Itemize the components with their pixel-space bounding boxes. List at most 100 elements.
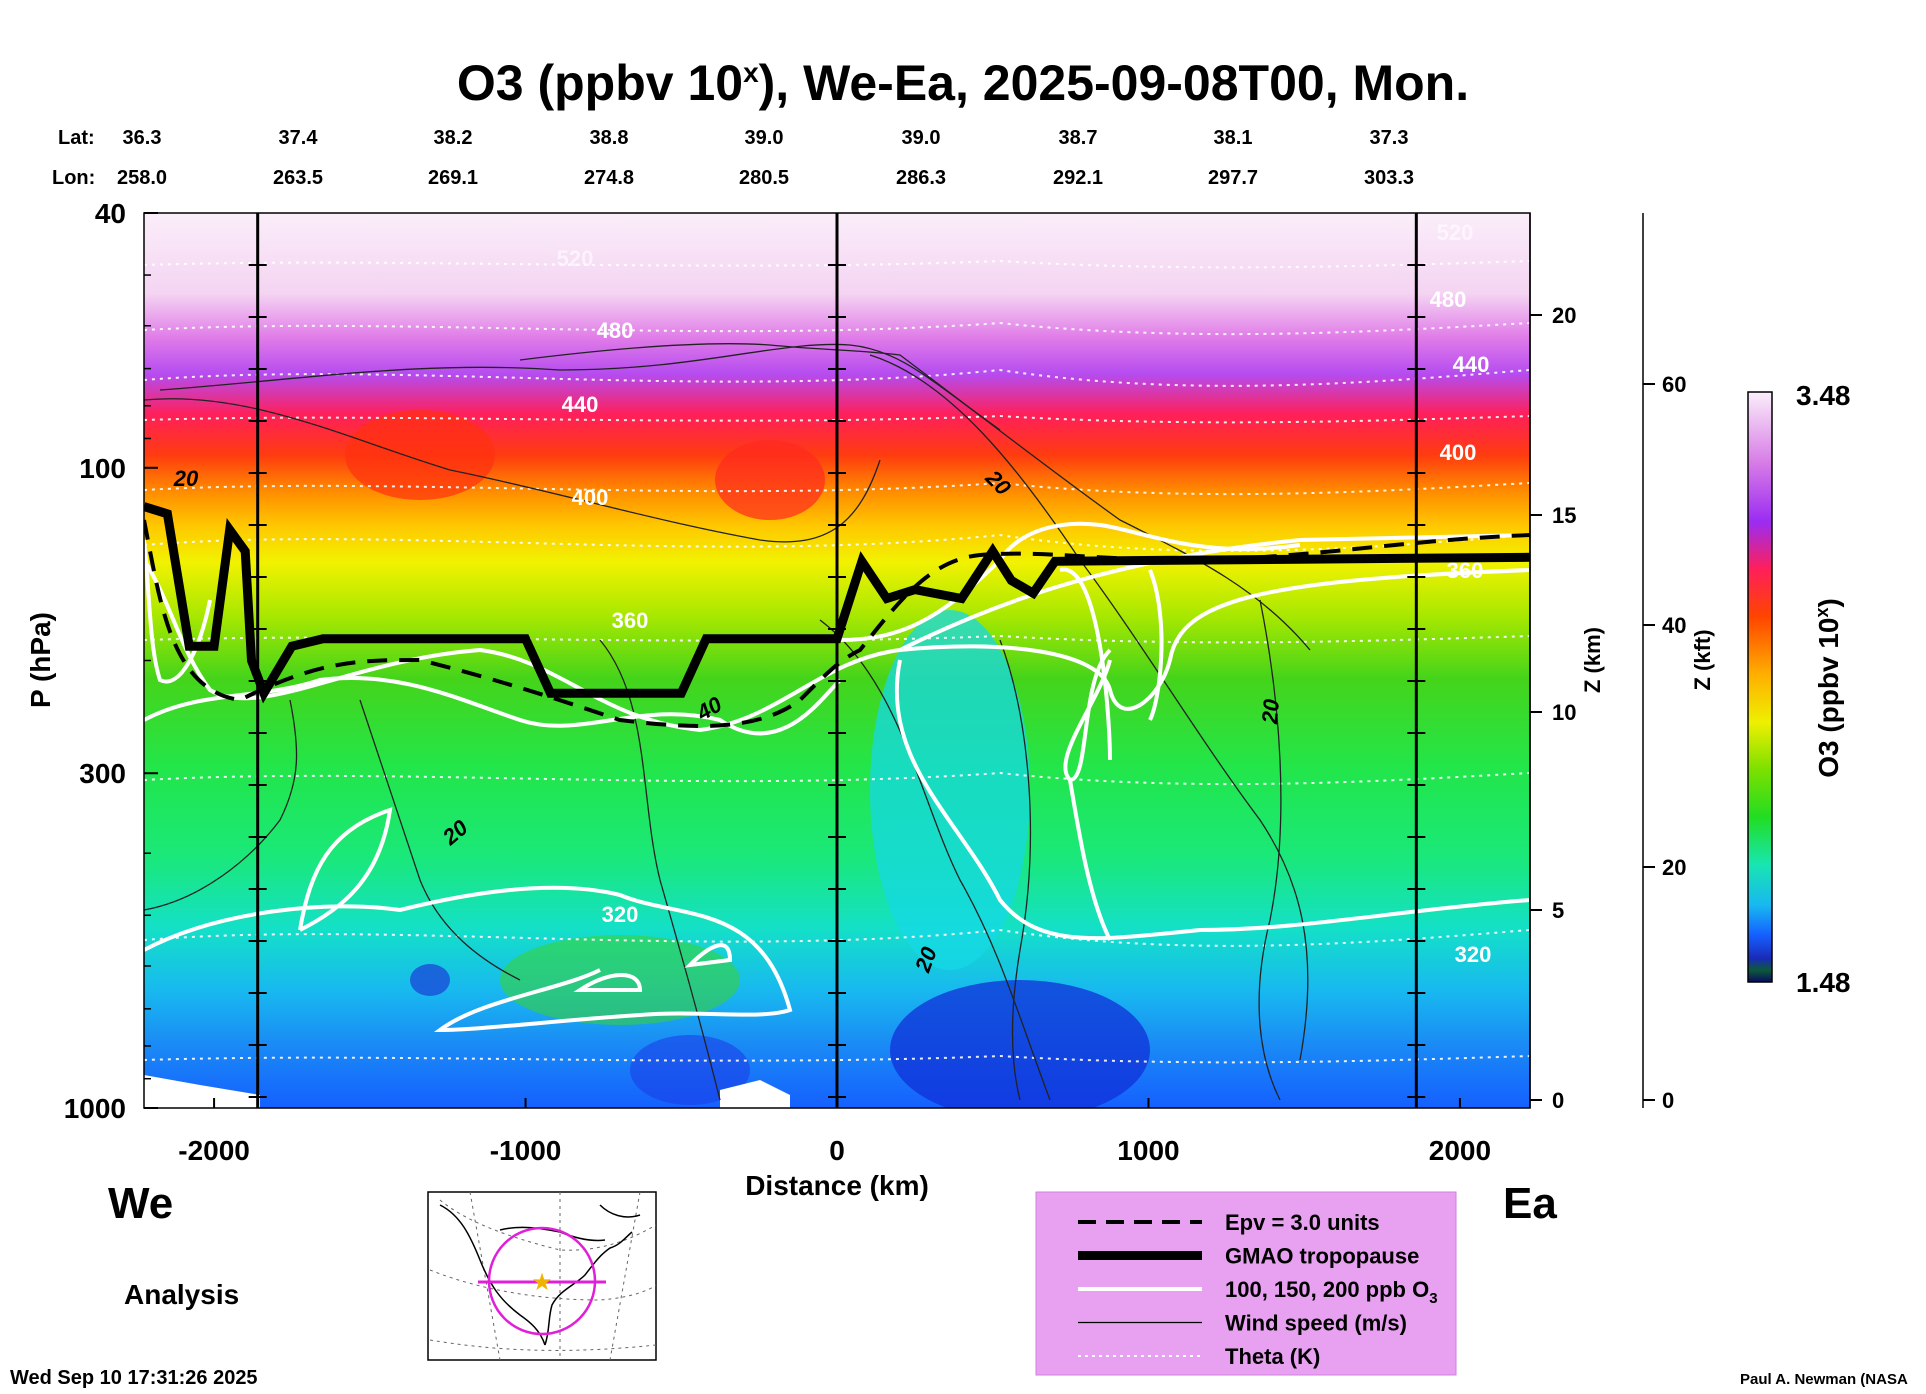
o3-contour xyxy=(684,943,733,968)
legend-label: Epv = 3.0 units xyxy=(1225,1210,1380,1235)
lon-value: 274.8 xyxy=(584,167,634,189)
theta-label: 520 xyxy=(1437,220,1474,245)
wind-line xyxy=(144,398,881,543)
o3-blob xyxy=(715,440,825,520)
west-label: We xyxy=(108,1179,173,1228)
wind-line xyxy=(869,354,1309,1061)
lat-value: 39.0 xyxy=(902,127,941,149)
lon-value: 297.7 xyxy=(1208,167,1258,189)
theta-line xyxy=(144,1054,1530,1064)
o3-contour xyxy=(573,973,643,992)
o3-contour xyxy=(144,533,1530,733)
o3-contour xyxy=(894,659,1530,941)
o3-blob xyxy=(630,1035,750,1105)
y-axis-ticks: 40 100 300 1000 xyxy=(64,198,158,1124)
theta-label: 400 xyxy=(1440,440,1477,465)
x-tick-label: -1000 xyxy=(490,1135,562,1166)
lat-label: Lat: xyxy=(58,127,95,149)
legend-label: GMAO tropopause xyxy=(1225,1244,1419,1269)
section-markers xyxy=(248,213,1426,1108)
theta-line xyxy=(144,481,1530,496)
x-axis-ticks: -2000 -1000 0 1000 2000 xyxy=(178,1098,1491,1166)
z-kft-tick-label: 60 xyxy=(1662,372,1686,397)
y-tick-label: 100 xyxy=(79,453,126,484)
theta-line xyxy=(144,928,1530,947)
lon-value: 280.5 xyxy=(739,167,789,189)
y-tick-label: 40 xyxy=(95,198,126,229)
wind-label: 20 xyxy=(173,466,199,491)
tropopause-line xyxy=(144,502,1530,704)
o3-contour xyxy=(1059,567,1112,761)
lon-value: 263.5 xyxy=(273,167,323,189)
wind-line xyxy=(599,639,721,1101)
map-coastline xyxy=(439,1204,641,1346)
theta-label: 400 xyxy=(572,485,609,510)
analysis-label: Analysis xyxy=(124,1279,239,1310)
o3-blob xyxy=(410,964,450,996)
o3-contour xyxy=(298,807,393,932)
z-kft-tick-label: 40 xyxy=(1662,613,1686,638)
z-km-tick-label: 10 xyxy=(1552,700,1576,725)
z-km-tick-label: 15 xyxy=(1552,503,1576,528)
theta-line xyxy=(144,368,1530,387)
lon-label: Lon: xyxy=(52,167,95,189)
colorbar-min: 1.48 xyxy=(1796,967,1851,998)
plot-area: 5205204804804404404004003603603203204020… xyxy=(144,213,1530,1108)
y-axis-label: P (hPa) xyxy=(25,612,56,708)
wind-line xyxy=(359,699,521,981)
legend-label: Wind speed (m/s) xyxy=(1225,1311,1407,1336)
lat-value: 38.1 xyxy=(1214,127,1253,149)
credit: Paul A. Newman (NASA xyxy=(1740,1371,1908,1388)
lat-lon-header: Lat: Lon: 36.3 37.4 38.2 38.8 39.0 39.0 38.7 38.1… xyxy=(52,127,1414,189)
o3-contour xyxy=(1063,648,1112,941)
theta-label: 440 xyxy=(562,392,599,417)
x-tick-label: -2000 xyxy=(178,1135,250,1166)
wind-line xyxy=(144,699,298,911)
z-kft-label: Z (kft) xyxy=(1690,629,1715,690)
lon-value: 303.3 xyxy=(1364,167,1414,189)
theta-label: 520 xyxy=(557,246,594,271)
terrain-mask xyxy=(720,1080,790,1108)
wind-line xyxy=(819,619,1051,1101)
lat-value: 37.3 xyxy=(1370,127,1409,149)
chart-title: O3 (ppbv 10x), We-Ea, 2025-09-08T00, Mon… xyxy=(457,55,1469,111)
wind-line xyxy=(1258,599,1282,1101)
z-km-tick-label: 20 xyxy=(1552,303,1576,328)
map-gridline xyxy=(429,1269,657,1301)
o3-contour xyxy=(144,885,793,1033)
theta-label: 360 xyxy=(1447,558,1484,583)
lat-value: 38.7 xyxy=(1059,127,1098,149)
theta-label: 320 xyxy=(1455,942,1492,967)
o3-contours xyxy=(144,521,1530,1033)
theta-label: 360 xyxy=(612,608,649,633)
colorbar xyxy=(1747,391,1773,983)
colorbar-max: 3.48 xyxy=(1796,380,1851,411)
o3-contour xyxy=(839,521,1301,642)
theta-label: 440 xyxy=(1453,352,1490,377)
z-kft-axis: 0 20 40 60 xyxy=(1642,213,1686,1113)
x-tick-label: 0 xyxy=(829,1135,845,1166)
o3-blob xyxy=(890,980,1150,1108)
wind-label: 20 xyxy=(1257,697,1284,725)
lat-value: 38.8 xyxy=(590,127,629,149)
x-tick-label: 2000 xyxy=(1429,1135,1491,1166)
y-tick-label: 300 xyxy=(79,758,126,789)
east-label: Ea xyxy=(1503,1179,1557,1228)
location-map: ★ xyxy=(427,1191,657,1361)
lon-value: 269.1 xyxy=(428,167,478,189)
star-icon: ★ xyxy=(531,1269,553,1296)
lon-value: 292.1 xyxy=(1053,167,1103,189)
o3-contour xyxy=(1148,569,1164,721)
lat-value: 36.3 xyxy=(123,127,162,149)
lat-value: 39.0 xyxy=(745,127,784,149)
theta-label: 320 xyxy=(602,902,639,927)
map-gridline xyxy=(439,1199,657,1251)
wind-line xyxy=(159,343,1001,431)
o3-blob xyxy=(500,935,740,1025)
lon-value: 258.0 xyxy=(117,167,167,189)
z-km-tick-label: 0 xyxy=(1552,1088,1564,1113)
z-km-axis: 0 5 10 15 20 xyxy=(1529,213,1576,1113)
legend-label: Theta (K) xyxy=(1225,1344,1320,1369)
